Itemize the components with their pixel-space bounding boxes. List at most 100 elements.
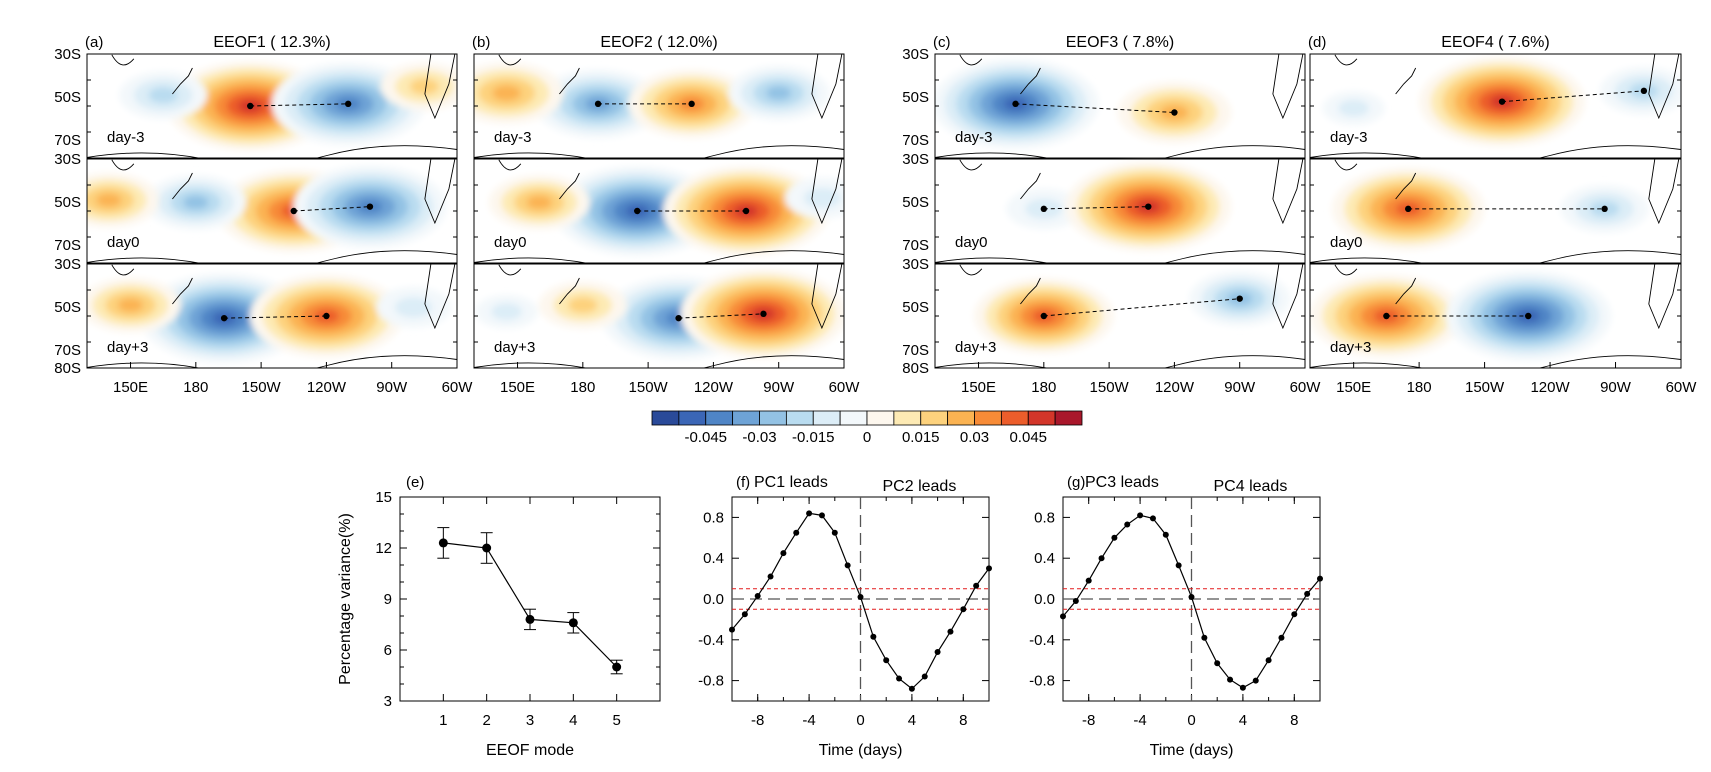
center-marker [1236,295,1243,302]
anomaly-contour [409,78,440,95]
map-panels: day-3 day0 day+3 (a) EEOF1 ( 12.3%) 150E 180 15… [54,34,1697,396]
x-tick-label: 60W [829,379,861,396]
x-tick-label: 150E [1336,379,1371,396]
south-america-coastline [424,263,456,330]
y-tick-label: 6 [384,642,392,659]
propagation-line [293,206,370,212]
center-marker [1405,205,1412,213]
map-row [1310,158,1681,271]
new-zealand-coastline [559,67,580,95]
tasmania-coastline [959,54,983,66]
row-label: day+3 [494,339,535,356]
map-row [87,54,457,166]
south-america-coastline [424,54,456,120]
data-point [1201,634,1208,641]
y-tick-label: 30S [54,256,81,273]
colorbar-swatch [866,410,895,426]
colorbar-swatch [1054,410,1083,426]
data-point [1239,684,1246,691]
new-zealand-coastline [172,172,193,200]
center-marker [1012,100,1019,108]
panel-label: (g) [1067,474,1085,491]
map-row [87,158,457,271]
coastline [1310,263,1681,368]
row-label: day-3 [494,129,532,146]
y-tick-label: 70S [902,132,929,149]
x-tick-label: 90W [1600,379,1632,396]
x-tick-label: 8 [1290,712,1298,729]
map-panel-2: day-3 day0 day+3 (b) EEOF2 ( 12.0%) 150E 180 15… [472,34,861,396]
center-marker [1040,312,1048,320]
colorbar-label: 0.03 [960,429,989,446]
center-marker [688,100,695,108]
propagation-line [250,103,349,107]
lead-label: PC4 leads [1214,478,1288,495]
data-point [973,582,980,589]
data-point [1278,634,1285,641]
panel-label: (e) [406,474,424,491]
data-point [780,550,787,557]
center-marker [1601,205,1608,213]
data-point [831,529,838,536]
y-tick-label: -0.4 [698,632,724,649]
data-point [1085,577,1092,584]
colorbar-swatch [839,410,868,426]
center-marker [760,310,767,318]
panel-label: (f) [736,474,750,491]
panel-label: (c) [933,34,951,51]
colorbar-label: -0.015 [792,429,835,446]
x-axis-label: EEOF mode [486,742,574,759]
colorbar-label: 0.015 [902,429,940,446]
y-tick-label: 3 [384,693,392,710]
x-tick-label: 60W [442,379,474,396]
tasmania-coastline [498,264,522,276]
data-point [1111,534,1118,541]
y-tick-label: 70S [902,237,929,254]
row-label: day0 [1330,234,1363,251]
x-tick-label: 150W [1090,379,1130,396]
data-point [947,628,954,635]
map-panel-3: day-3 day0 day+3 (c) EEOF3 ( 7.8%) 150E 180 150… [902,34,1321,396]
new-zealand-coastline [172,67,193,95]
lead-label: PC1 leads [754,474,828,491]
south-america-coastline [1272,54,1304,120]
data-point [857,593,864,600]
y-tick-label: 0.4 [703,550,724,567]
data-point [1098,555,1105,562]
x-tick-label: 60W [1666,379,1698,396]
colorbar-label: -0.045 [684,429,727,446]
colorbar-swatch [759,410,787,426]
propagation-line [678,313,764,319]
map-row [1310,263,1681,368]
x-axis-label: Time (days) [1150,742,1234,759]
center-marker [220,314,228,322]
colorbar-swatch [893,410,922,426]
y-tick-label: -0.4 [1029,632,1055,649]
colorbar-swatch [785,410,814,426]
y-tick-label: 0.0 [1034,591,1055,608]
anomaly-contour [766,86,792,100]
x-tick-label: 120W [307,379,347,396]
colorbar-swatch [947,410,975,426]
colorbar-swatch [651,410,680,426]
colorbar-label: 0 [863,429,871,446]
y-tick-label: 0.8 [1034,509,1055,526]
y-tick-label: 80S [902,360,929,377]
y-tick-label: -0.8 [698,673,724,690]
panel-g: (g) PC3 leads PC4 leads -0.8 -0.4 0.0 0.4 0.8 -8… [1029,474,1323,759]
panel-title: EEOF2 ( 12.0%) [600,34,717,51]
y-tick-label: 70S [902,342,929,359]
data-point [525,614,535,624]
colorbar-swatch [678,410,707,426]
antarctica-coastline [935,355,1305,368]
center-marker [1040,205,1048,213]
x-tick-label: -8 [751,712,764,729]
x-tick-label: 150W [629,379,669,396]
map-row [935,54,1305,166]
panel-title: EEOF3 ( 7.8%) [1066,34,1174,51]
x-tick-label: 4 [569,712,577,729]
anomaly-contour [1338,99,1370,117]
x-tick-label: 120W [694,379,734,396]
x-tick-label: 2 [482,712,490,729]
y-tick-label: 30S [54,151,81,168]
